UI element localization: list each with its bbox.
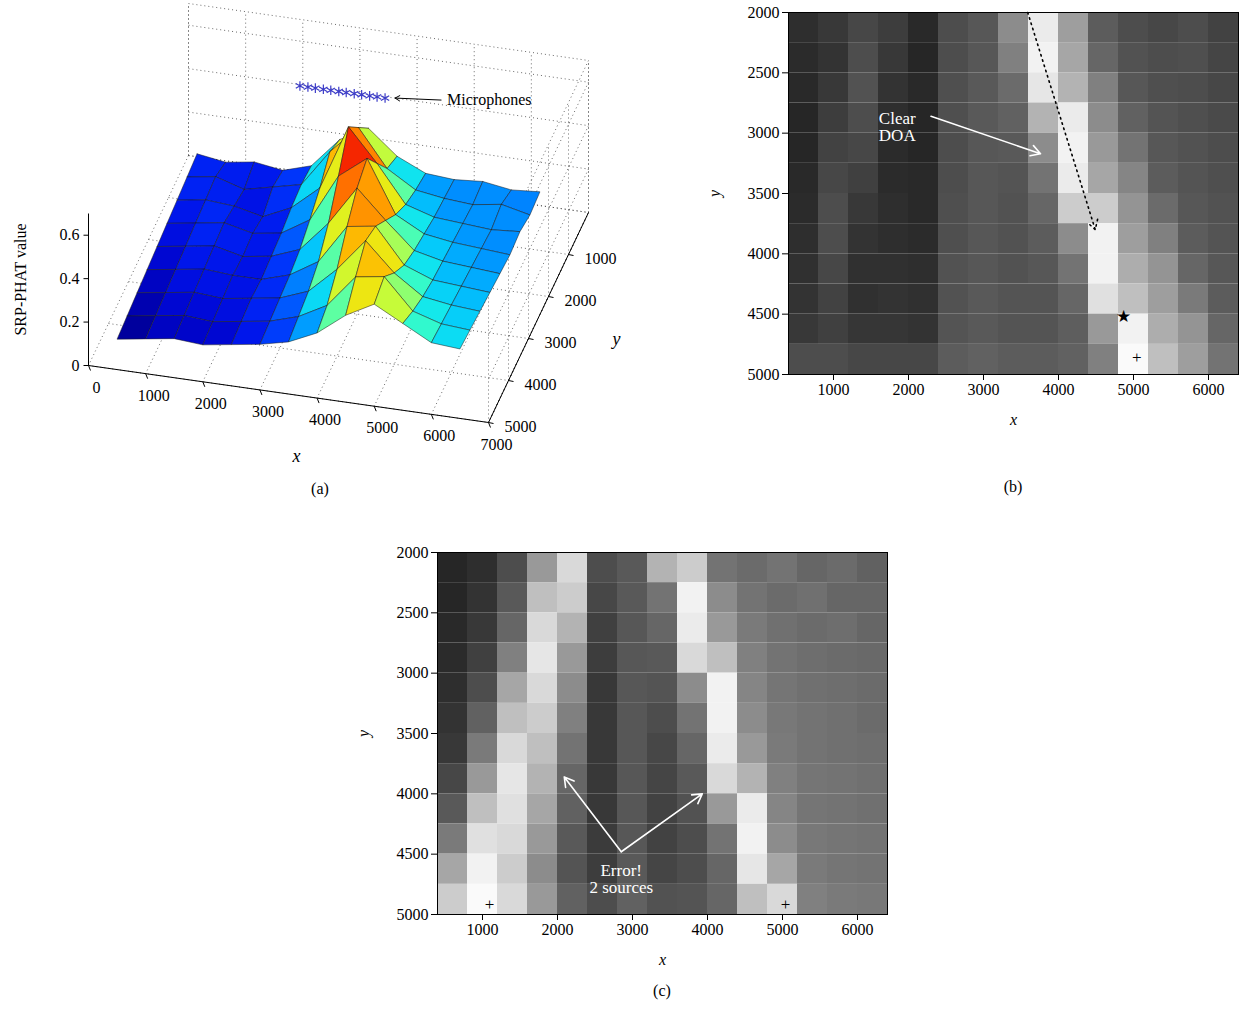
svg-text:4000: 4000 (309, 411, 341, 428)
svg-text:5000: 5000 (397, 906, 429, 923)
svg-text:4000: 4000 (1043, 381, 1075, 398)
svg-text:0: 0 (93, 379, 101, 396)
svg-text:6000: 6000 (423, 427, 455, 444)
svg-text:y: y (355, 729, 373, 739)
svg-text:4000: 4000 (397, 785, 429, 802)
svg-text:3000: 3000 (617, 921, 649, 938)
svg-text:2000: 2000 (748, 4, 780, 21)
svg-text:3000: 3000 (968, 381, 1000, 398)
svg-text:3000: 3000 (252, 403, 284, 420)
svg-text:1000: 1000 (585, 250, 617, 267)
svg-text:Error!2 sources: Error!2 sources (589, 861, 653, 897)
svg-text:5000: 5000 (505, 418, 537, 435)
svg-text:3500: 3500 (397, 725, 429, 742)
svg-text:x: x (658, 951, 666, 968)
svg-text:4000: 4000 (748, 245, 780, 262)
svg-text:★: ★ (1116, 307, 1131, 326)
svg-text:1000: 1000 (467, 921, 499, 938)
html-text:(a): (a) (311, 480, 329, 497)
svg-text:y: y (706, 189, 724, 199)
svg-text:2500: 2500 (397, 604, 429, 621)
svg-text:4000: 4000 (692, 921, 724, 938)
svg-text:5000: 5000 (1118, 381, 1150, 398)
svg-text:3000: 3000 (397, 664, 429, 681)
html-text:(c): (c) (653, 982, 671, 999)
svg-text:0.2: 0.2 (60, 313, 80, 330)
svg-text:2000: 2000 (565, 292, 597, 309)
svg-text:2000: 2000 (195, 395, 227, 412)
svg-text:+: + (1132, 348, 1142, 367)
svg-text:1000: 1000 (138, 387, 170, 404)
svg-text:6000: 6000 (842, 921, 874, 938)
svg-text:0: 0 (72, 357, 80, 374)
svg-text:6000: 6000 (1193, 381, 1225, 398)
svg-text:Microphones: Microphones (447, 91, 531, 109)
svg-text:0.4: 0.4 (60, 270, 80, 287)
svg-text:2000: 2000 (397, 544, 429, 561)
svg-text:1000: 1000 (818, 381, 850, 398)
svg-text:2000: 2000 (542, 921, 574, 938)
svg-text:+: + (485, 895, 495, 914)
svg-text:+: + (781, 895, 791, 914)
svg-text:y: y (611, 329, 621, 349)
svg-text:5000: 5000 (767, 921, 799, 938)
svg-text:3000: 3000 (748, 124, 780, 141)
svg-text:4500: 4500 (397, 845, 429, 862)
svg-text:2000: 2000 (893, 381, 925, 398)
svg-text:SRP-PHAT value: SRP-PHAT value (12, 223, 29, 335)
svg-text:7000: 7000 (481, 436, 513, 453)
svg-text:0.6: 0.6 (60, 226, 80, 243)
svg-text:x: x (1009, 411, 1017, 428)
svg-text:x: x (292, 446, 301, 466)
html-text:(b): (b) (1003, 478, 1023, 495)
svg-text:3500: 3500 (748, 185, 780, 202)
svg-text:3000: 3000 (545, 334, 577, 351)
svg-text:5000: 5000 (366, 419, 398, 436)
svg-text:4500: 4500 (748, 305, 780, 322)
svg-text:2500: 2500 (748, 64, 780, 81)
svg-text:4000: 4000 (525, 376, 557, 393)
svg-text:5000: 5000 (748, 366, 780, 383)
svg-text:ClearDOA: ClearDOA (879, 109, 917, 145)
